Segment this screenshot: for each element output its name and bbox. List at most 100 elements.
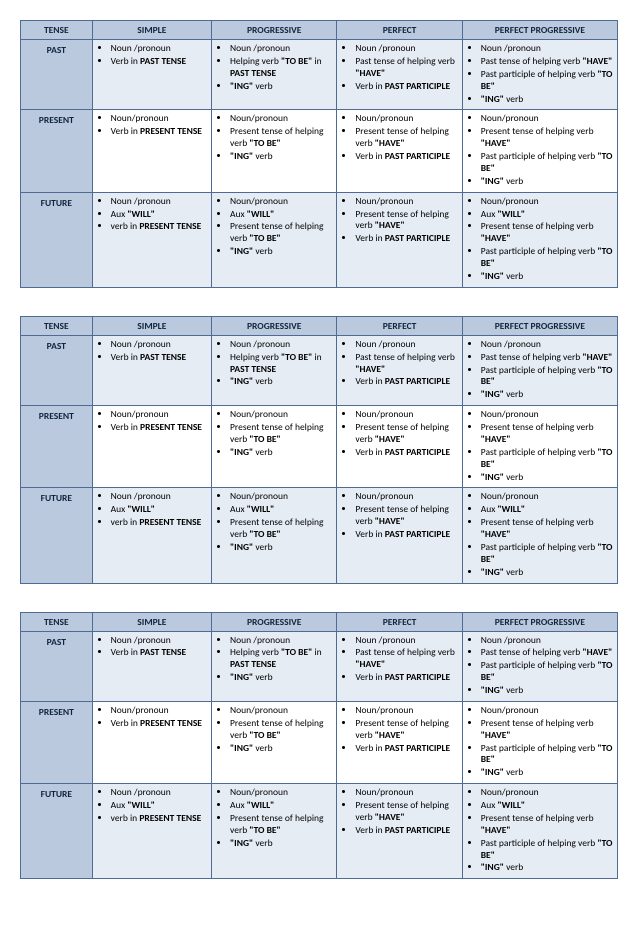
bullet-item: Noun /pronoun [481,339,613,351]
bullet-item: Aux "WILL" [111,209,207,221]
bullet-item: "ING" verb [481,767,613,779]
bullet-list: Noun/pronounPresent tense of helping ver… [341,787,457,837]
bullet-list: Noun/pronounPresent tense of helping ver… [341,491,457,541]
cell-simple: Noun/pronounVerb in PRESENT TENSE [92,701,211,783]
bullet-list: Noun /pronounAux "WILL"verb in PRESENT T… [97,196,207,234]
cell-perfect: Noun/pronounPresent tense of helping ver… [337,192,462,287]
bullet-item: Noun/pronoun [230,787,332,799]
cell-progressive: Noun /pronounHelping verb "TO BE" in PAS… [212,631,337,701]
bullet-item: Noun/pronoun [230,705,332,717]
bullet-item: Aux "WILL" [111,504,207,516]
col-header: PROGRESSIVE [212,316,337,335]
bullet-item: Present tense of helping verb "TO BE" [230,813,332,837]
col-header: PERFECT PROGRESSIVE [462,316,617,335]
bullet-item: Present tense of helping verb "HAVE" [355,209,457,233]
col-header: PERFECT PROGRESSIVE [462,21,617,40]
bullet-list: Noun /pronounPast tense of helping verb … [341,635,457,685]
cell-simple: Noun /pronounVerb in PAST TENSE [92,335,211,405]
bullet-item: Noun/pronoun [481,705,613,717]
bullet-item: Aux "WILL" [481,800,613,812]
cell-progressive: Noun/pronounAux "WILL"Present tense of h… [212,784,337,879]
cell-perfprog: Noun/pronounPresent tense of helping ver… [462,701,617,783]
bullet-list: Noun/pronounVerb in PRESENT TENSE [97,705,207,730]
bullet-list: Noun/pronounAux "WILL"Present tense of h… [216,787,332,849]
bullet-item: Noun /pronoun [111,635,207,647]
bullet-item: Present tense of helping verb "HAVE" [481,221,613,245]
bullet-item: Past participle of helping verb "TO BE" [481,660,613,684]
cell-simple: Noun /pronounAux "WILL"verb in PRESENT T… [92,488,211,583]
row-header: PRESENT [21,406,93,488]
bullet-item: Noun /pronoun [111,491,207,503]
cell-perfprog: Noun/pronounAux "WILL"Present tense of h… [462,784,617,879]
bullet-item: "ING" verb [481,94,613,106]
row-header: PRESENT [21,110,93,192]
bullet-item: Noun/pronoun [355,409,457,421]
bullet-list: Noun /pronounPast tense of helping verb … [341,43,457,93]
bullet-item: Noun /pronoun [111,787,207,799]
col-header: PROGRESSIVE [212,612,337,631]
bullet-item: Past participle of helping verb "TO BE" [481,447,613,471]
col-header: SIMPLE [92,21,211,40]
cell-perfect: Noun /pronounPast tense of helping verb … [337,335,462,405]
bullet-item: "ING" verb [230,672,332,684]
bullet-list: Noun /pronounAux "WILL"verb in PRESENT T… [97,787,207,825]
bullet-item: Noun /pronoun [230,635,332,647]
tense-table: TENSESIMPLEPROGRESSIVEPERFECTPERFECT PRO… [20,20,618,288]
bullet-item: Past participle of helping verb "TO BE" [481,365,613,389]
bullet-item: Present tense of helping verb "HAVE" [481,718,613,742]
bullet-item: Noun /pronoun [230,43,332,55]
bullet-item: Past tense of helping verb "HAVE" [481,56,613,68]
col-header: PERFECT [337,612,462,631]
bullet-list: Noun/pronounPresent tense of helping ver… [341,113,457,163]
bullet-item: "ING" verb [230,447,332,459]
col-header: TENSE [21,21,93,40]
bullet-item: Noun/pronoun [111,705,207,717]
bullet-list: Noun/pronounAux "WILL"Present tense of h… [216,491,332,553]
cell-progressive: Noun/pronounPresent tense of helping ver… [212,110,337,192]
cell-perfect: Noun/pronounPresent tense of helping ver… [337,110,462,192]
bullet-list: Noun /pronounPast tense of helping verb … [467,635,613,697]
bullet-list: Noun/pronounPresent tense of helping ver… [216,705,332,755]
bullet-item: Aux "WILL" [481,504,613,516]
bullet-list: Noun /pronounAux "WILL"verb in PRESENT T… [97,491,207,529]
bullet-item: "ING" verb [481,862,613,874]
bullet-item: "ING" verb [230,838,332,850]
row-header: PAST [21,631,93,701]
bullet-item: Verb in PAST TENSE [111,647,207,659]
bullet-item: Verb in PAST PARTICIPLE [355,151,457,163]
col-header: SIMPLE [92,612,211,631]
bullet-item: Past tense of helping verb "HAVE" [481,647,613,659]
bullet-item: Noun/pronoun [111,409,207,421]
bullet-item: Past tense of helping verb "HAVE" [355,647,457,671]
bullet-list: Noun/pronounAux "WILL"Present tense of h… [467,787,613,874]
bullet-item: Noun/pronoun [230,491,332,503]
row-header: FUTURE [21,488,93,583]
tense-table: TENSESIMPLEPROGRESSIVEPERFECTPERFECT PRO… [20,316,618,584]
col-header: SIMPLE [92,316,211,335]
bullet-list: Noun /pronounPast tense of helping verb … [341,339,457,389]
bullet-item: Verb in PAST PARTICIPLE [355,233,457,245]
col-header: PERFECT [337,21,462,40]
bullet-item: verb in PRESENT TENSE [111,221,207,233]
bullet-item: Noun/pronoun [481,196,613,208]
bullet-item: Noun/pronoun [355,491,457,503]
cell-perfprog: Noun/pronounAux "WILL"Present tense of h… [462,192,617,287]
bullet-item: Present tense of helping verb "HAVE" [355,800,457,824]
bullet-item: "ING" verb [481,176,613,188]
bullet-item: Noun /pronoun [111,339,207,351]
bullet-item: "ING" verb [481,567,613,579]
cell-simple: Noun /pronounVerb in PAST TENSE [92,631,211,701]
bullet-item: Noun/pronoun [355,787,457,799]
bullet-item: Past participle of helping verb "TO BE" [481,743,613,767]
bullet-item: Noun /pronoun [355,43,457,55]
bullet-item: Past participle of helping verb "TO BE" [481,542,613,566]
bullet-list: Noun /pronounPast tense of helping verb … [467,43,613,105]
bullet-list: Noun /pronounHelping verb "TO BE" in PAS… [216,43,332,93]
bullet-item: Present tense of helping verb "TO BE" [230,517,332,541]
bullet-list: Noun/pronounPresent tense of helping ver… [467,705,613,779]
bullet-item: Past participle of helping verb "TO BE" [481,69,613,93]
bullet-item: Noun /pronoun [355,635,457,647]
bullet-item: Noun /pronoun [355,339,457,351]
bullet-item: Aux "WILL" [230,209,332,221]
bullet-item: Noun/pronoun [481,491,613,503]
